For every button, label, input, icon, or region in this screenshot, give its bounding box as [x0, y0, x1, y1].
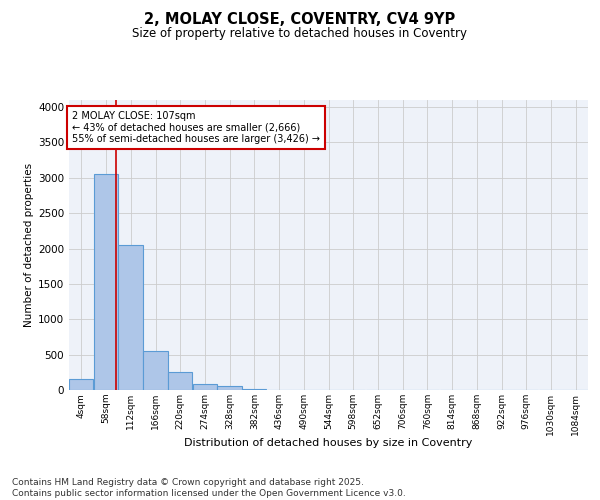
Bar	[118, 245, 143, 390]
Y-axis label: Number of detached properties: Number of detached properties	[24, 163, 34, 327]
Bar	[94, 174, 118, 390]
X-axis label: Distribution of detached houses by size in Coventry: Distribution of detached houses by size …	[184, 438, 473, 448]
Bar	[193, 384, 217, 390]
Bar	[69, 380, 94, 390]
Text: Contains HM Land Registry data © Crown copyright and database right 2025.
Contai: Contains HM Land Registry data © Crown c…	[12, 478, 406, 498]
Bar	[242, 388, 266, 390]
Bar	[168, 372, 193, 390]
Bar	[143, 351, 167, 390]
Text: 2, MOLAY CLOSE, COVENTRY, CV4 9YP: 2, MOLAY CLOSE, COVENTRY, CV4 9YP	[145, 12, 455, 28]
Text: 2 MOLAY CLOSE: 107sqm
← 43% of detached houses are smaller (2,666)
55% of semi-d: 2 MOLAY CLOSE: 107sqm ← 43% of detached …	[72, 110, 320, 144]
Text: Size of property relative to detached houses in Coventry: Size of property relative to detached ho…	[133, 28, 467, 40]
Bar	[217, 386, 242, 390]
